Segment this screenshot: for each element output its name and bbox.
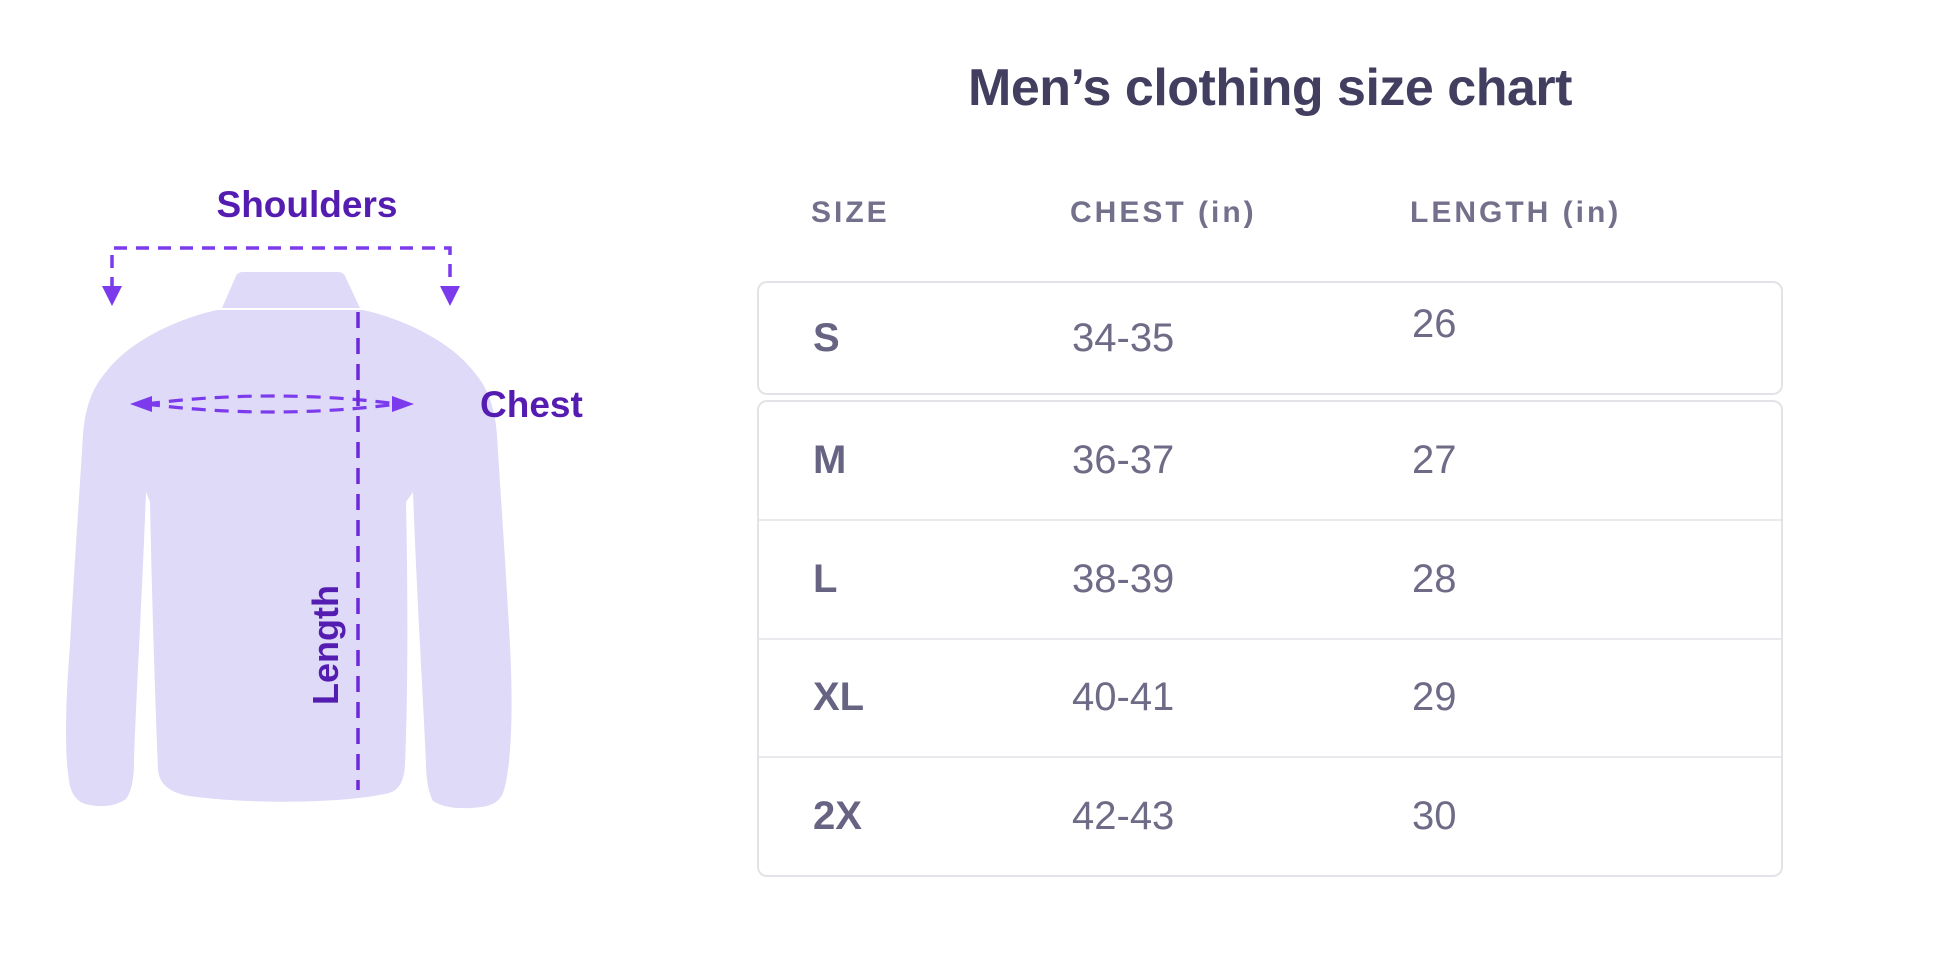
table-header-row: SIZE CHEST (in) LENGTH (in) — [757, 196, 1783, 230]
shirt-back-illustration — [66, 246, 512, 809]
cell-size: 2X — [813, 794, 862, 839]
column-header-chest: CHEST (in) — [1070, 196, 1257, 229]
page-title: Men’s clothing size chart — [968, 59, 1572, 117]
chest-label: Chest — [480, 384, 583, 425]
table-row-l: L 38-39 28 — [759, 518, 1781, 638]
shirt-collar — [222, 272, 360, 308]
cell-size: L — [813, 556, 838, 601]
shoulders-bracket-line — [110, 246, 452, 290]
column-header-length: LENGTH (in) — [1410, 196, 1622, 229]
size-table-group-first: S 34-35 26 — [757, 281, 1783, 395]
table-row-xl: XL 40-41 29 — [759, 637, 1781, 757]
chest-arrow-left-icon — [130, 396, 152, 412]
cell-length: 27 — [1412, 437, 1457, 482]
table-row-s: S 34-35 26 — [759, 283, 1781, 393]
table-row-2x: 2X 42-43 30 — [759, 756, 1781, 875]
shirt-body — [66, 310, 512, 809]
cell-length: 30 — [1412, 794, 1457, 839]
cell-size: XL — [813, 675, 865, 720]
cell-chest: 42-43 — [1072, 794, 1175, 839]
shirt-measurement-diagram: Shoulders Chest Length — [60, 140, 620, 840]
size-table-group-rest: M 36-37 27 L 38-39 28 XL 40-41 29 2X 42-43 30 — [757, 400, 1783, 877]
shoulders-arrow-left-icon — [102, 286, 122, 306]
cell-chest: 34-35 — [1072, 315, 1175, 360]
cell-size: S — [813, 315, 840, 360]
cell-size: M — [813, 437, 847, 482]
cell-length: 29 — [1412, 675, 1457, 720]
chest-ellipse-line — [145, 394, 399, 414]
table-row-m: M 36-37 27 — [759, 402, 1781, 519]
length-label: Length — [305, 585, 346, 705]
chest-arrow-right-icon — [392, 396, 414, 412]
shoulders-arrow-right-icon — [440, 286, 460, 306]
cell-length: 26 — [1412, 301, 1457, 346]
cell-length: 28 — [1412, 556, 1457, 601]
cell-chest: 36-37 — [1072, 437, 1175, 482]
column-header-size: SIZE — [811, 196, 890, 229]
cell-chest: 40-41 — [1072, 675, 1175, 720]
cell-chest: 38-39 — [1072, 556, 1175, 601]
shoulders-label: Shoulders — [216, 184, 398, 225]
